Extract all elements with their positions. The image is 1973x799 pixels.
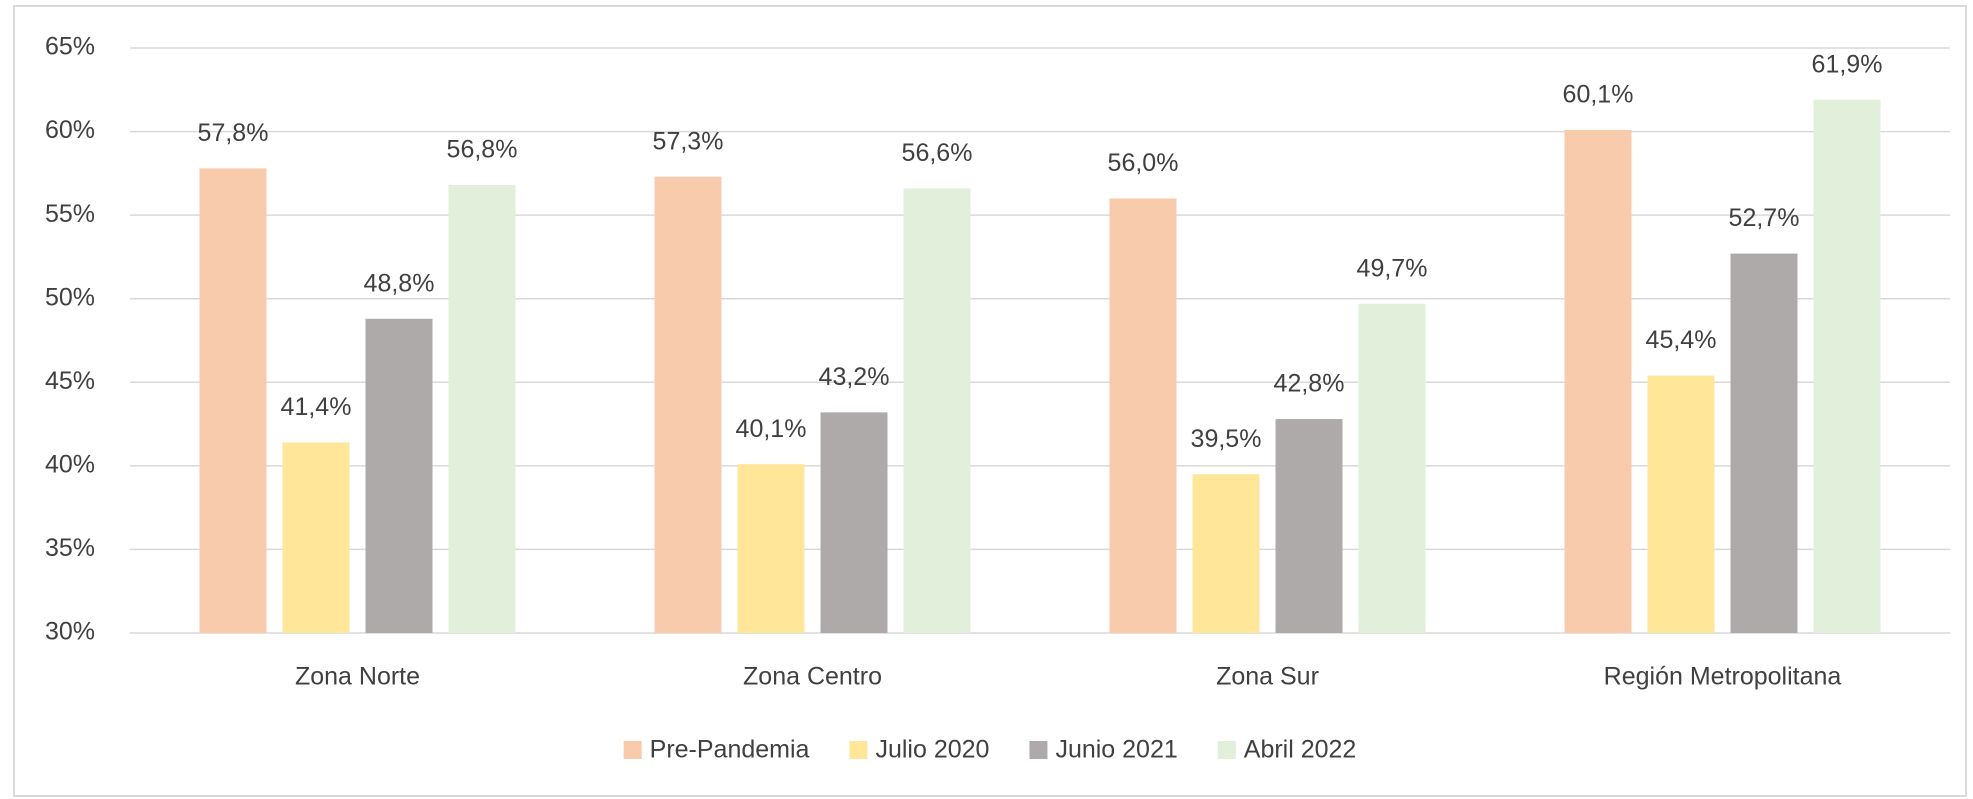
legend-swatch [849,741,868,759]
value-label: 52,7% [1729,204,1800,232]
y-tick-label: 35% [45,534,95,562]
chart-frame [13,5,1967,797]
value-label: 60,1% [1563,81,1634,109]
legend-label: Junio 2021 [1055,736,1177,764]
value-label: 39,5% [1191,425,1262,453]
x-tick-label: Zona Norte [295,663,420,691]
bar [199,168,267,634]
bar [1109,198,1177,633]
bar [448,185,516,634]
legend-swatch [1217,741,1236,759]
bar [1647,375,1715,633]
y-tick-label: 65% [45,33,95,61]
y-tick-label: 50% [45,283,95,311]
value-label: 57,8% [198,119,269,147]
value-label: 40,1% [736,415,807,443]
bar [1358,303,1426,633]
value-label: 56,0% [1108,149,1179,177]
x-tick-label: Región Metropolitana [1604,663,1842,691]
bar [737,464,805,633]
value-label: 48,8% [364,269,435,297]
bar [1564,129,1632,633]
x-tick-label: Zona Sur [1216,663,1319,691]
bar [1192,474,1260,633]
bar [654,176,722,633]
bar [282,442,350,633]
legend-swatch [1029,741,1048,759]
legend-label: Pre-Pandemia [650,736,810,764]
value-label: 61,9% [1812,50,1883,78]
y-tick-label: 45% [45,367,95,395]
value-label: 42,8% [1274,370,1345,398]
value-label: 56,8% [447,136,518,164]
value-label: 56,6% [902,139,973,167]
y-tick-label: 40% [45,450,95,478]
legend-swatch [623,741,642,759]
bar [1730,253,1798,634]
bar [903,188,971,633]
y-tick-label: 30% [45,618,95,646]
y-tick-label: 55% [45,200,95,228]
value-label: 57,3% [653,127,724,155]
value-label: 41,4% [281,393,352,421]
y-tick-label: 60% [45,116,95,144]
value-label: 49,7% [1357,254,1428,282]
bar [1275,419,1343,633]
legend-label: Julio 2020 [875,736,989,764]
legend-label: Abril 2022 [1244,736,1357,764]
bar [1813,99,1881,634]
bar [820,412,888,633]
value-label: 45,4% [1646,326,1717,354]
value-label: 43,2% [819,363,890,391]
bar [365,318,433,633]
x-tick-label: Zona Centro [743,663,882,691]
